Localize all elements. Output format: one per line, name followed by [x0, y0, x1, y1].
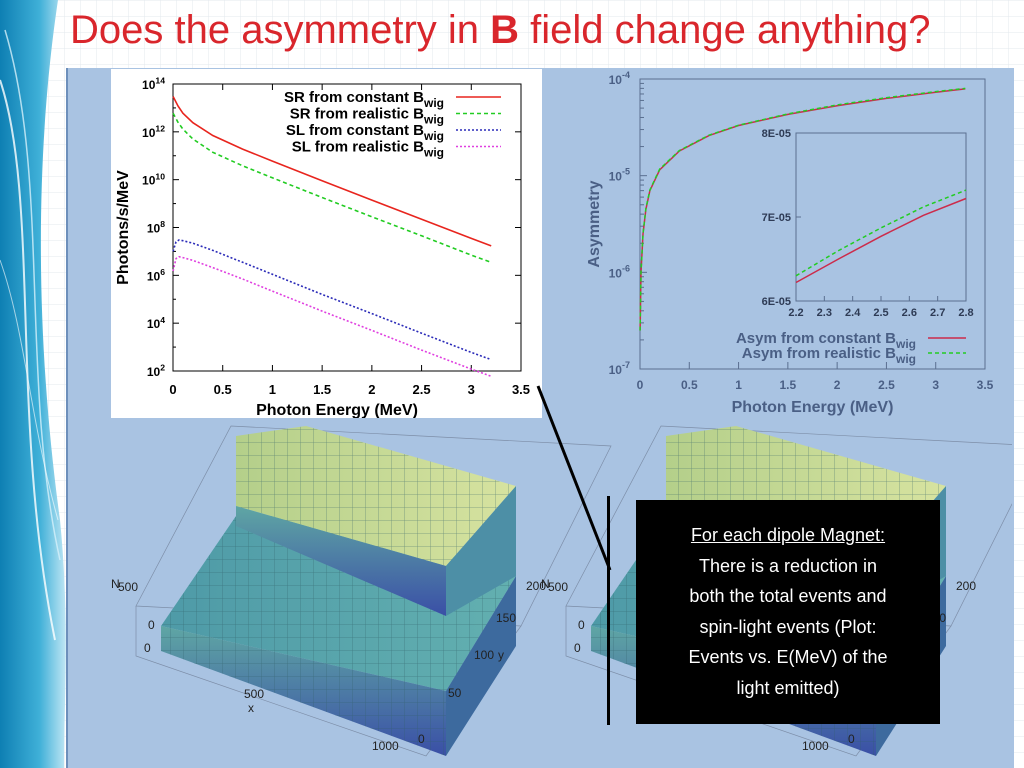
- y-tick-label: 10-4: [609, 70, 630, 87]
- x-axis-label: x: [248, 701, 254, 715]
- y-tick-label: 200: [956, 579, 976, 593]
- inset-x-tick-label: 2.7: [930, 307, 945, 319]
- y-tick-label: 200: [526, 579, 546, 593]
- x-tick-label: 3.5: [512, 382, 530, 397]
- callout-line: both the total events and: [689, 586, 887, 606]
- inset-series-line: [795, 197, 967, 284]
- y-tick-label: 106: [147, 267, 165, 283]
- inset-y-tick-label: 8E-05: [762, 128, 791, 140]
- series-line: [639, 87, 966, 331]
- x-tick-label: 3: [932, 378, 939, 392]
- callout-line: light emitted): [736, 677, 840, 698]
- y-tick-label: 0: [848, 732, 855, 746]
- y-tick-label: 104: [147, 315, 165, 331]
- legend-label: SL from realistic Bwig: [292, 139, 444, 160]
- series-line: [172, 96, 492, 247]
- x-tick-label: 0: [578, 618, 585, 632]
- legend-label: SL from constant Bwig: [286, 122, 444, 143]
- y-tick-label: 10-7: [609, 360, 630, 377]
- y-tick-label: 1010: [142, 171, 165, 187]
- x-tick-label: 3: [468, 382, 475, 397]
- callout-line: There is a reduction in: [698, 555, 878, 576]
- y-tick-label: 108: [147, 219, 165, 235]
- x-axis-label: Photon Energy (MeV): [256, 402, 418, 418]
- inset-y-tick-label: 6E-05: [762, 296, 791, 308]
- x-tick-label: 0: [169, 382, 176, 397]
- legend-label: Asym from realistic Bwig: [742, 345, 916, 366]
- x-tick-label: 2.5: [413, 382, 431, 397]
- y-axis-label: y: [498, 648, 504, 662]
- z-axis-label: N: [541, 577, 550, 591]
- y-axis-label: Photons/s/MeV: [115, 170, 132, 285]
- photon-spectrum-chart: 102 104 106 108 1010 1012 1014 0 0.5 1 1.5 2 2.5 3 3.5…: [111, 69, 542, 419]
- y-tick-label: 10-6: [609, 263, 630, 280]
- legend-label: Asym from constant Bwig: [736, 330, 916, 351]
- x-tick-label: 1000: [372, 739, 399, 753]
- x-tick-label: 1: [735, 378, 742, 392]
- x-tick-label: 2.5: [878, 378, 895, 392]
- x-tick-label: 3.5: [977, 378, 994, 392]
- y-tick-label: 1014: [142, 76, 165, 92]
- y-tick-label: 150: [496, 611, 516, 625]
- legend-label: SR from constant Bwig: [284, 89, 444, 110]
- inset-x-tick-label: 2.8: [958, 307, 973, 319]
- y-axis-label: Asymmetry: [586, 180, 603, 267]
- inset-frame: [795, 132, 967, 302]
- z-tick-label: 500: [548, 580, 568, 594]
- y-tick-label: 100: [474, 648, 494, 662]
- y-tick-label: 50: [448, 686, 462, 700]
- inset-x-tick-label: 2.2: [788, 307, 803, 319]
- x-tick-label: 2: [834, 378, 841, 392]
- x-tick-label: 0.5: [214, 382, 232, 397]
- inset-x-tick-label: 2.3: [817, 307, 832, 319]
- callout-line: Events vs. E(MeV) of the: [688, 647, 888, 667]
- surface-low-side: [446, 576, 516, 756]
- surface-high-side: [446, 486, 516, 616]
- legend-label: SR from realistic Bwig: [290, 106, 444, 127]
- inset-x-tick-label: 2.6: [902, 307, 917, 319]
- x-tick-label: 500: [244, 687, 264, 701]
- slide-title: Does the asymmetry in B field change any…: [70, 8, 931, 52]
- connector-line: [536, 385, 612, 571]
- series-line: [172, 239, 492, 361]
- x-tick-label: 0: [637, 378, 644, 392]
- x-tick-label: 0: [148, 618, 155, 632]
- z-tick-label: 0: [574, 641, 581, 655]
- z-tick-label: 500: [118, 580, 138, 594]
- callout-line: spin-light events (Plot:: [699, 616, 877, 637]
- surface-mesh: [161, 626, 446, 756]
- surface-high-front: [236, 506, 446, 616]
- inset-y-tick-label: 7E-05: [762, 212, 791, 224]
- x-tick-label: 2: [368, 382, 375, 397]
- callout-heading: For each dipole Magnet:: [690, 525, 886, 545]
- inset-x-tick-label: 2.4: [845, 307, 861, 319]
- asymmetry-chart: 10-7 10-6 10-5 10-4 0 0.5 1 1.5 2 2.5 3 3.5 Photon E…: [578, 69, 1006, 416]
- x-tick-label: 1000: [802, 739, 829, 753]
- y-tick-label: 1012: [142, 123, 165, 139]
- series-line: [172, 112, 492, 264]
- y-tick-label: 102: [147, 363, 165, 379]
- surface-mesh: [236, 426, 516, 566]
- y-tick-label: 10-5: [609, 167, 630, 184]
- x-tick-label: 1.5: [313, 382, 331, 397]
- x-tick-label: 1: [269, 382, 276, 397]
- x-axis-label: Photon Energy (MeV): [732, 399, 894, 416]
- series-line: [172, 255, 492, 378]
- x-tick-label: 0.5: [681, 378, 698, 392]
- x-tick-label: 1.5: [780, 378, 797, 392]
- z-axis-label: N: [111, 577, 120, 591]
- callout-box: For each dipole Magnet: There is a reduc…: [636, 500, 940, 724]
- callout-bracket: [607, 496, 610, 725]
- plot-frame: [639, 78, 986, 370]
- y-tick-label: 0: [418, 732, 425, 746]
- z-tick-label: 0: [144, 641, 151, 655]
- inset-x-tick-label: 2.5: [873, 307, 888, 319]
